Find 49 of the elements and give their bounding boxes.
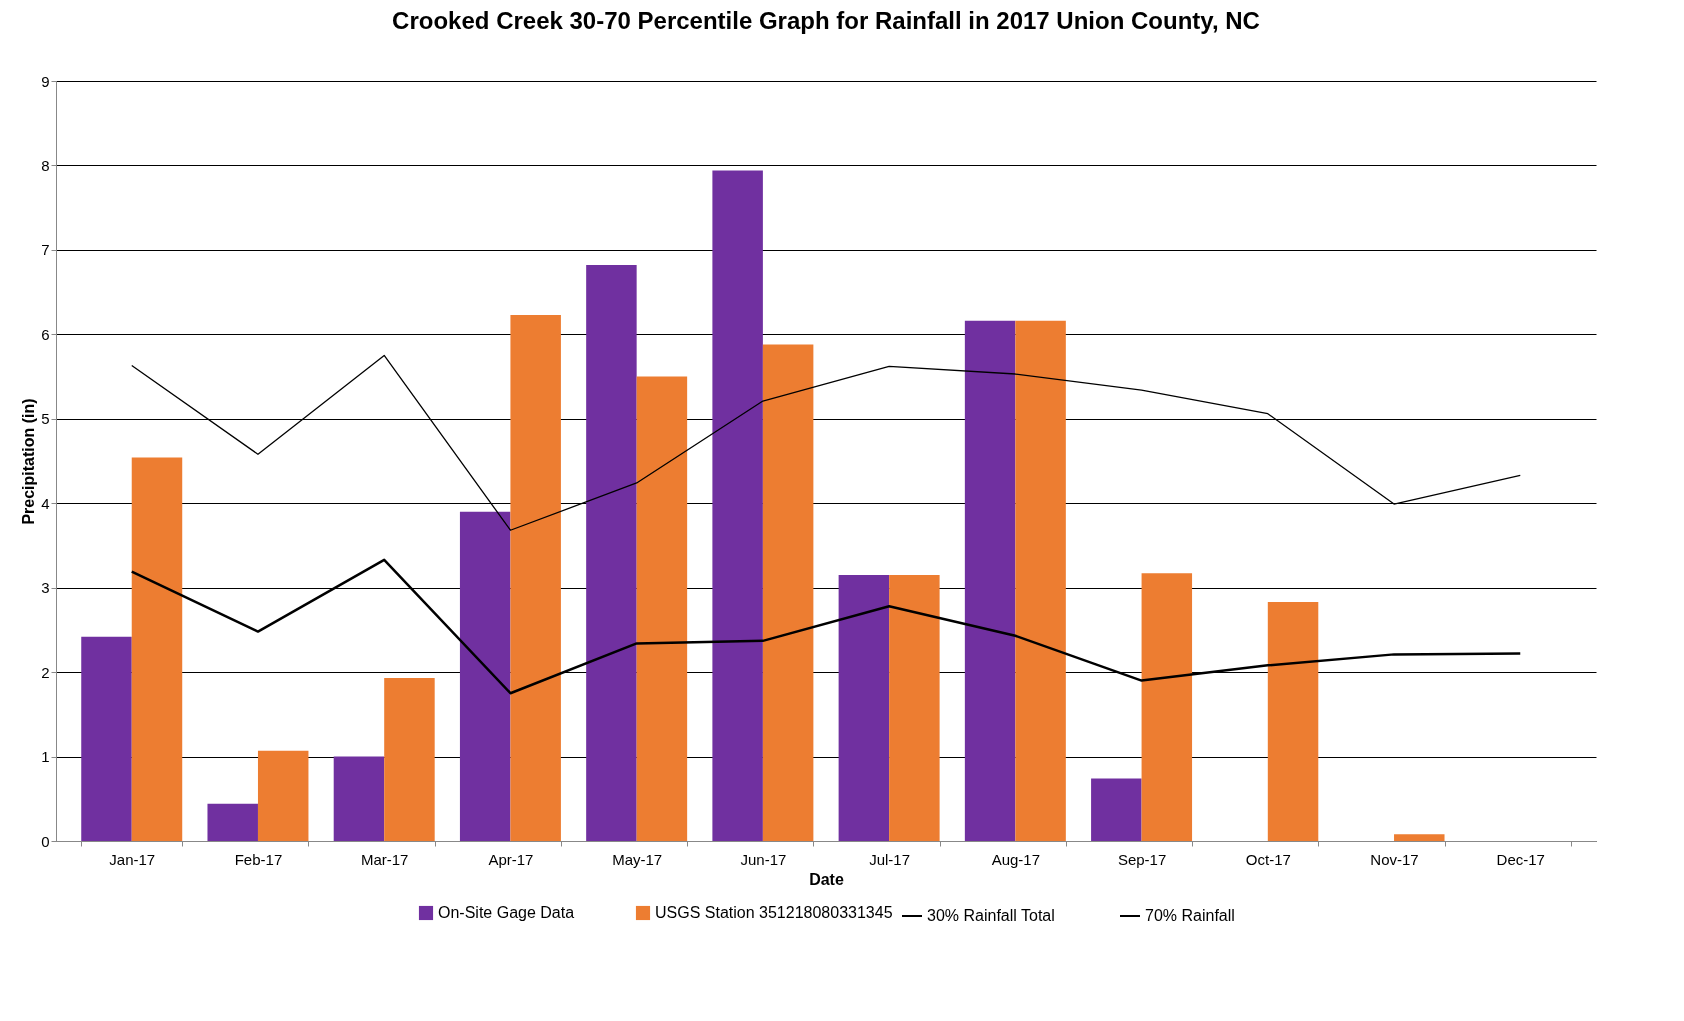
x-tick-label: Sep-17 [1117,850,1167,868]
y-axis-title: Precipitation (in) [20,398,38,525]
bar [510,314,561,841]
bar [838,575,890,841]
x-tick-label: Jun-17 [740,850,787,868]
x-tick-label: Dec-17 [1496,850,1545,868]
x-tick-label: Nov-17 [1370,850,1419,868]
y-tick-label: 1 [41,748,50,766]
legend-label: 70% Rainfall [1145,907,1235,924]
y-tick-label: 0 [41,832,50,850]
x-tick-label: Jul-17 [869,850,911,868]
y-tick-label: 5 [41,410,50,428]
x-axis-title: Date [809,870,844,888]
legend-label: On-Site Gage Data [438,904,575,921]
y-tick-label: 3 [41,579,50,597]
x-tick-label: Jan-17 [109,850,156,868]
y-tick-label: 9 [41,72,50,90]
bar [762,344,814,841]
bar [1015,320,1066,841]
bar [964,320,1016,841]
bar [1267,602,1319,841]
legend-label: USGS Station 351218080331345 [655,904,893,921]
bar [459,511,511,841]
x-tick-label: Aug-17 [991,850,1041,868]
bar [1091,778,1142,841]
bar [712,170,763,841]
x-tick-label: Mar-17 [360,850,409,868]
bar [131,457,183,841]
bar [586,265,637,841]
x-tick-label: Apr-17 [488,850,534,868]
bar [384,678,435,841]
x-tick-label: May-17 [612,850,663,868]
bar [636,376,688,841]
chart-title: Crooked Creek 30-70 Percentile Graph for Rainfall in 2017 Union County, NC [392,7,1260,34]
x-tick-label: Oct-17 [1245,850,1291,868]
y-tick-label: 2 [41,663,50,681]
x-tick-label: Feb-17 [234,850,283,868]
bar [257,750,309,841]
y-tick-label: 6 [41,325,50,343]
y-tick-label: 7 [41,241,50,259]
y-tick-label: 8 [41,156,50,174]
bar [1394,834,1445,841]
bar [207,803,258,841]
legend-label: 30% Rainfall Total [927,907,1055,924]
bar [333,756,385,841]
bar [81,636,132,841]
bar [1141,573,1193,841]
bar [889,575,940,841]
y-tick-label: 4 [41,494,50,512]
